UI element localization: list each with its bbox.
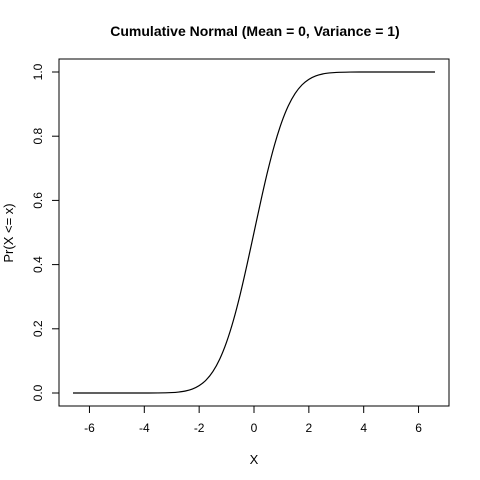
x-axis-label: X [250,452,259,467]
x-tick-label: -6 [84,421,95,435]
y-axis-label: Pr(X <= x) [1,203,16,262]
x-tick-label: -4 [139,421,150,435]
y-tick-label: 0.0 [31,384,45,401]
x-axis: -6 -4 -2 0 2 4 6 [84,405,422,435]
chart-title: Cumulative Normal (Mean = 0, Variance = … [110,23,399,39]
y-axis: 0.0 0.2 0.4 0.6 0.8 1.0 [31,63,60,401]
x-tick-label: 0 [251,421,258,435]
cdf-curve [73,71,435,394]
y-tick-label: 0.4 [31,256,45,273]
y-tick-label: 0.2 [31,320,45,337]
y-tick-label: 0.8 [31,128,45,145]
y-tick-label: 1.0 [31,63,45,80]
x-tick-label: -2 [194,421,205,435]
y-tick-label: 0.6 [31,192,45,209]
x-tick-label: 2 [306,421,313,435]
x-tick-label: 6 [415,421,422,435]
x-tick-label: 4 [360,421,367,435]
